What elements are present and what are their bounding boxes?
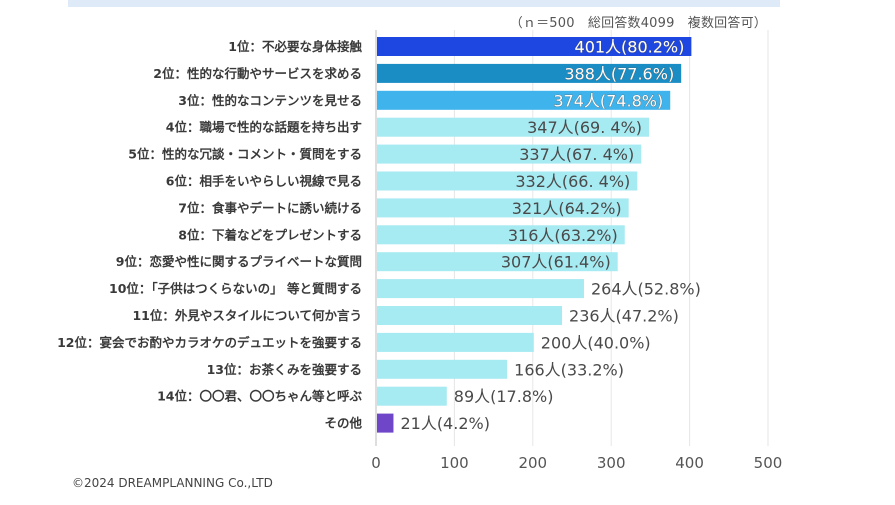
- bar: [377, 171, 638, 191]
- data-label: 200人(40.0%): [541, 333, 651, 352]
- category-label: 8位：下着などをプレゼントする: [178, 227, 362, 242]
- data-label: 21人(4.2%): [400, 414, 490, 433]
- category-label: 10位：「子供はつくらないの」 等と質問する: [109, 281, 362, 296]
- category-label: 6位：相手をいやらしい視線で見る: [166, 174, 362, 189]
- bar: [377, 359, 508, 379]
- data-label: 347人(69. 4%): [527, 118, 642, 137]
- category-label: 5位：性的な冗談・コメント・質問をする: [128, 147, 362, 162]
- tick-label: 500: [754, 454, 783, 472]
- bar: [377, 279, 584, 299]
- bar: [377, 63, 682, 83]
- data-label: 321人(64.2%): [512, 199, 622, 218]
- data-label: 316人(63.2%): [508, 226, 618, 245]
- category-label: その他: [324, 416, 362, 431]
- data-label: 337人(67. 4%): [519, 145, 634, 164]
- bar: [377, 37, 692, 56]
- bars: [377, 37, 692, 433]
- tick-label: 200: [518, 454, 547, 472]
- bar: [377, 225, 625, 245]
- category-label: 1位：不必要な身体接触: [228, 39, 362, 54]
- category-label: 14位：〇〇君、〇〇ちゃん等と呼ぶ: [157, 389, 362, 404]
- category-label: 13位：お茶くみを強要する: [207, 362, 362, 377]
- data-label: 374人(74.8%): [553, 91, 663, 110]
- data-label: 307人(61.4%): [501, 253, 611, 272]
- tick-label: 100: [440, 454, 469, 472]
- bar: [377, 90, 671, 110]
- category-label: 7位：食事やデートに誘い続ける: [178, 200, 362, 215]
- tick-label: 400: [675, 454, 704, 472]
- copyright: ©2024 DREAMPLANNING Co.,LTD: [72, 476, 273, 490]
- category-label: 2位：性的な行動やサービスを求める: [153, 66, 362, 81]
- category-label: 9位：恋愛や性に関するプライベートな質問: [116, 254, 362, 269]
- data-label: 166人(33.2%): [514, 360, 624, 379]
- data-label: 89人(17.8%): [454, 387, 554, 406]
- bar: [377, 413, 394, 433]
- data-label: 236人(47.2%): [569, 307, 679, 326]
- data-label: 401人(80.2%): [575, 38, 685, 57]
- bar: [377, 306, 563, 325]
- category-label: 4位：職場で性的な話題を持ち出す: [166, 120, 362, 135]
- bar: [377, 198, 629, 218]
- bar: [377, 332, 534, 352]
- bar: [377, 144, 642, 164]
- sample-size-note: （ｎ＝500 総回答数4099 複数回答可）: [509, 16, 767, 31]
- category-label: 12位：宴会でお酌やカラオケのデュエットを強要する: [57, 335, 362, 350]
- category-labels: 1位：不必要な身体接触 2位：性的な行動やサービスを求める 3位：性的なコンテンツを…: [57, 39, 362, 431]
- tick-label: 300: [597, 454, 626, 472]
- tick-label: 0: [371, 454, 381, 472]
- bar: [377, 386, 447, 406]
- bar: [377, 252, 618, 272]
- data-label: 388人(77.6%): [564, 64, 674, 83]
- data-label: 264人(52.8%): [591, 280, 701, 299]
- category-label: 3位：性的なコンテンツを見せる: [178, 93, 362, 108]
- header-band: [68, 0, 780, 7]
- bar: [377, 117, 650, 137]
- data-label: 332人(66. 4%): [515, 172, 630, 191]
- category-label: 11位：外見やスタイルについて何か言う: [132, 308, 362, 323]
- value-labels: 401人(80.2%) 388人(77.6%) 374人(74.8%) 347人(69…: [400, 37, 701, 433]
- x-axis-ticks: 0 100 200 300 400 500: [371, 454, 782, 472]
